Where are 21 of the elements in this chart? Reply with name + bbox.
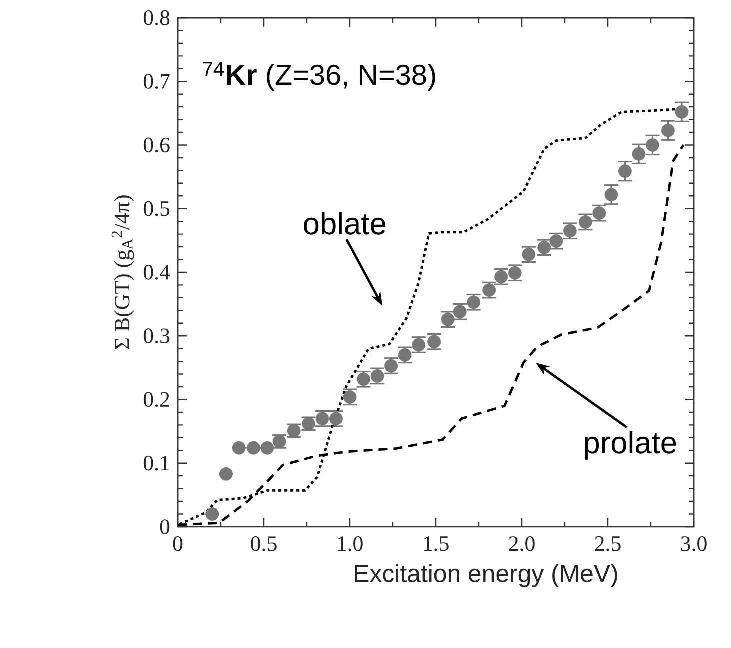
y-tick-label: 0.8 — [144, 10, 170, 26]
y-tick-label: 0.6 — [144, 138, 170, 153]
y-tick-label: 0.7 — [144, 74, 170, 90]
x-tick-label: 1.0 — [338, 536, 363, 552]
x-tick-label: 0.5 — [251, 536, 277, 552]
x-tick-label: 2.0 — [509, 536, 535, 552]
x-tick-label: 1.5 — [424, 536, 449, 552]
text: $^{74}$Kr (Z=36, N=38) — [203, 62, 436, 91]
x-axis-title: Excitation energy (MeV) — [355, 564, 618, 588]
x-tick-label: 2.5 — [595, 536, 621, 552]
y-axis-title: Σ B(GT) (g$_{A}$$^{2}$/4π) — [112, 196, 134, 350]
y-tick-label: 0.5 — [144, 201, 170, 216]
x-tick-label: 3.0 — [681, 536, 707, 552]
y-tick-label: 0.1 — [144, 456, 170, 471]
y-tick-label: 0.2 — [144, 392, 170, 408]
x-tick-label: 0 — [173, 536, 183, 552]
series-label: oblate — [304, 212, 386, 235]
y-tick-label: 0.4 — [144, 265, 170, 280]
y-tick-label: 0.3 — [144, 328, 170, 344]
y-tick-label: 0 — [160, 520, 170, 534]
text: prolate — [585, 431, 676, 460]
